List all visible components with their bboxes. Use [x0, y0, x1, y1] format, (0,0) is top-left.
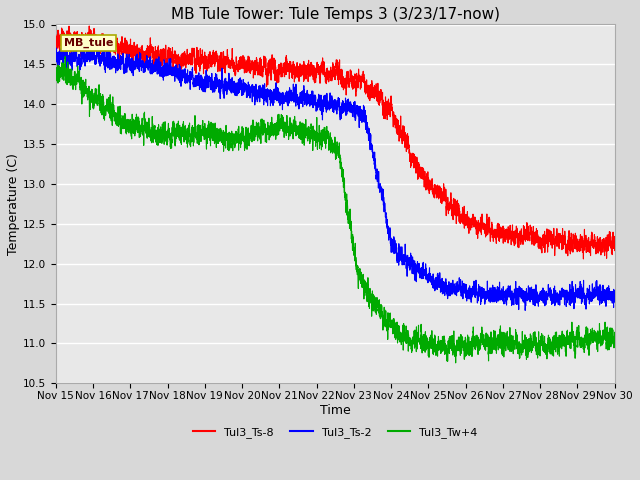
Text: MB_tule: MB_tule [64, 38, 113, 48]
Y-axis label: Temperature (C): Temperature (C) [7, 153, 20, 255]
X-axis label: Time: Time [320, 404, 351, 417]
Legend: Tul3_Ts-8, Tul3_Ts-2, Tul3_Tw+4: Tul3_Ts-8, Tul3_Ts-2, Tul3_Tw+4 [189, 422, 482, 442]
Title: MB Tule Tower: Tule Temps 3 (3/23/17-now): MB Tule Tower: Tule Temps 3 (3/23/17-now… [171, 7, 500, 22]
